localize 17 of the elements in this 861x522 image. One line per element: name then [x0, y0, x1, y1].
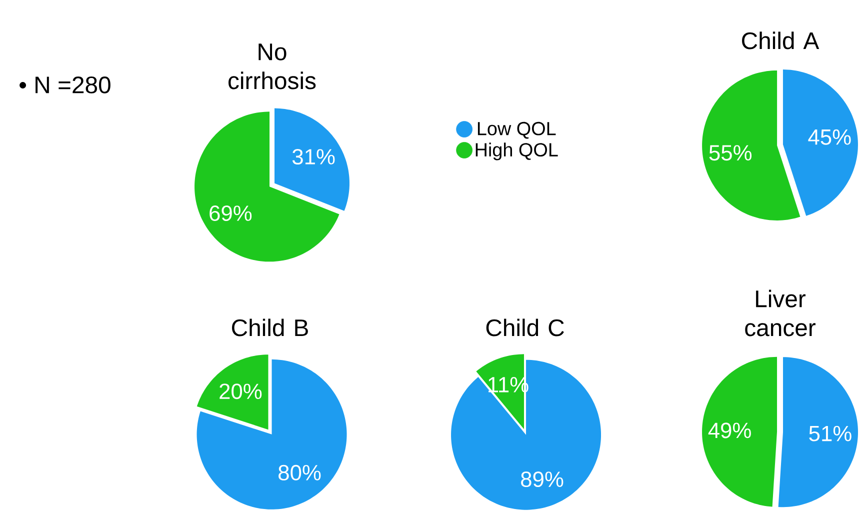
text: • N =280: [20, 76, 110, 94]
chart-title: No cirrhosis: [228, 44, 316, 90]
data-label: 49%: [708, 422, 751, 438]
data-label: 51%: [809, 426, 852, 442]
data-label: 45%: [808, 129, 851, 145]
chart-title: Child A: [742, 32, 820, 50]
data-label: 69%: [210, 205, 252, 222]
data-label: 31%: [292, 148, 335, 165]
chart-title: Child B: [232, 318, 308, 336]
chart-title: Liver cancer: [745, 290, 816, 336]
data-label: 89%: [521, 472, 564, 488]
data-label: 80%: [278, 464, 321, 480]
data-label: 20%: [220, 384, 262, 400]
legend-label: High QOL: [476, 142, 558, 160]
chart-title: Child C: [486, 318, 564, 336]
legend-label: Low QOL: [478, 122, 556, 139]
data-label: 55%: [709, 145, 752, 161]
